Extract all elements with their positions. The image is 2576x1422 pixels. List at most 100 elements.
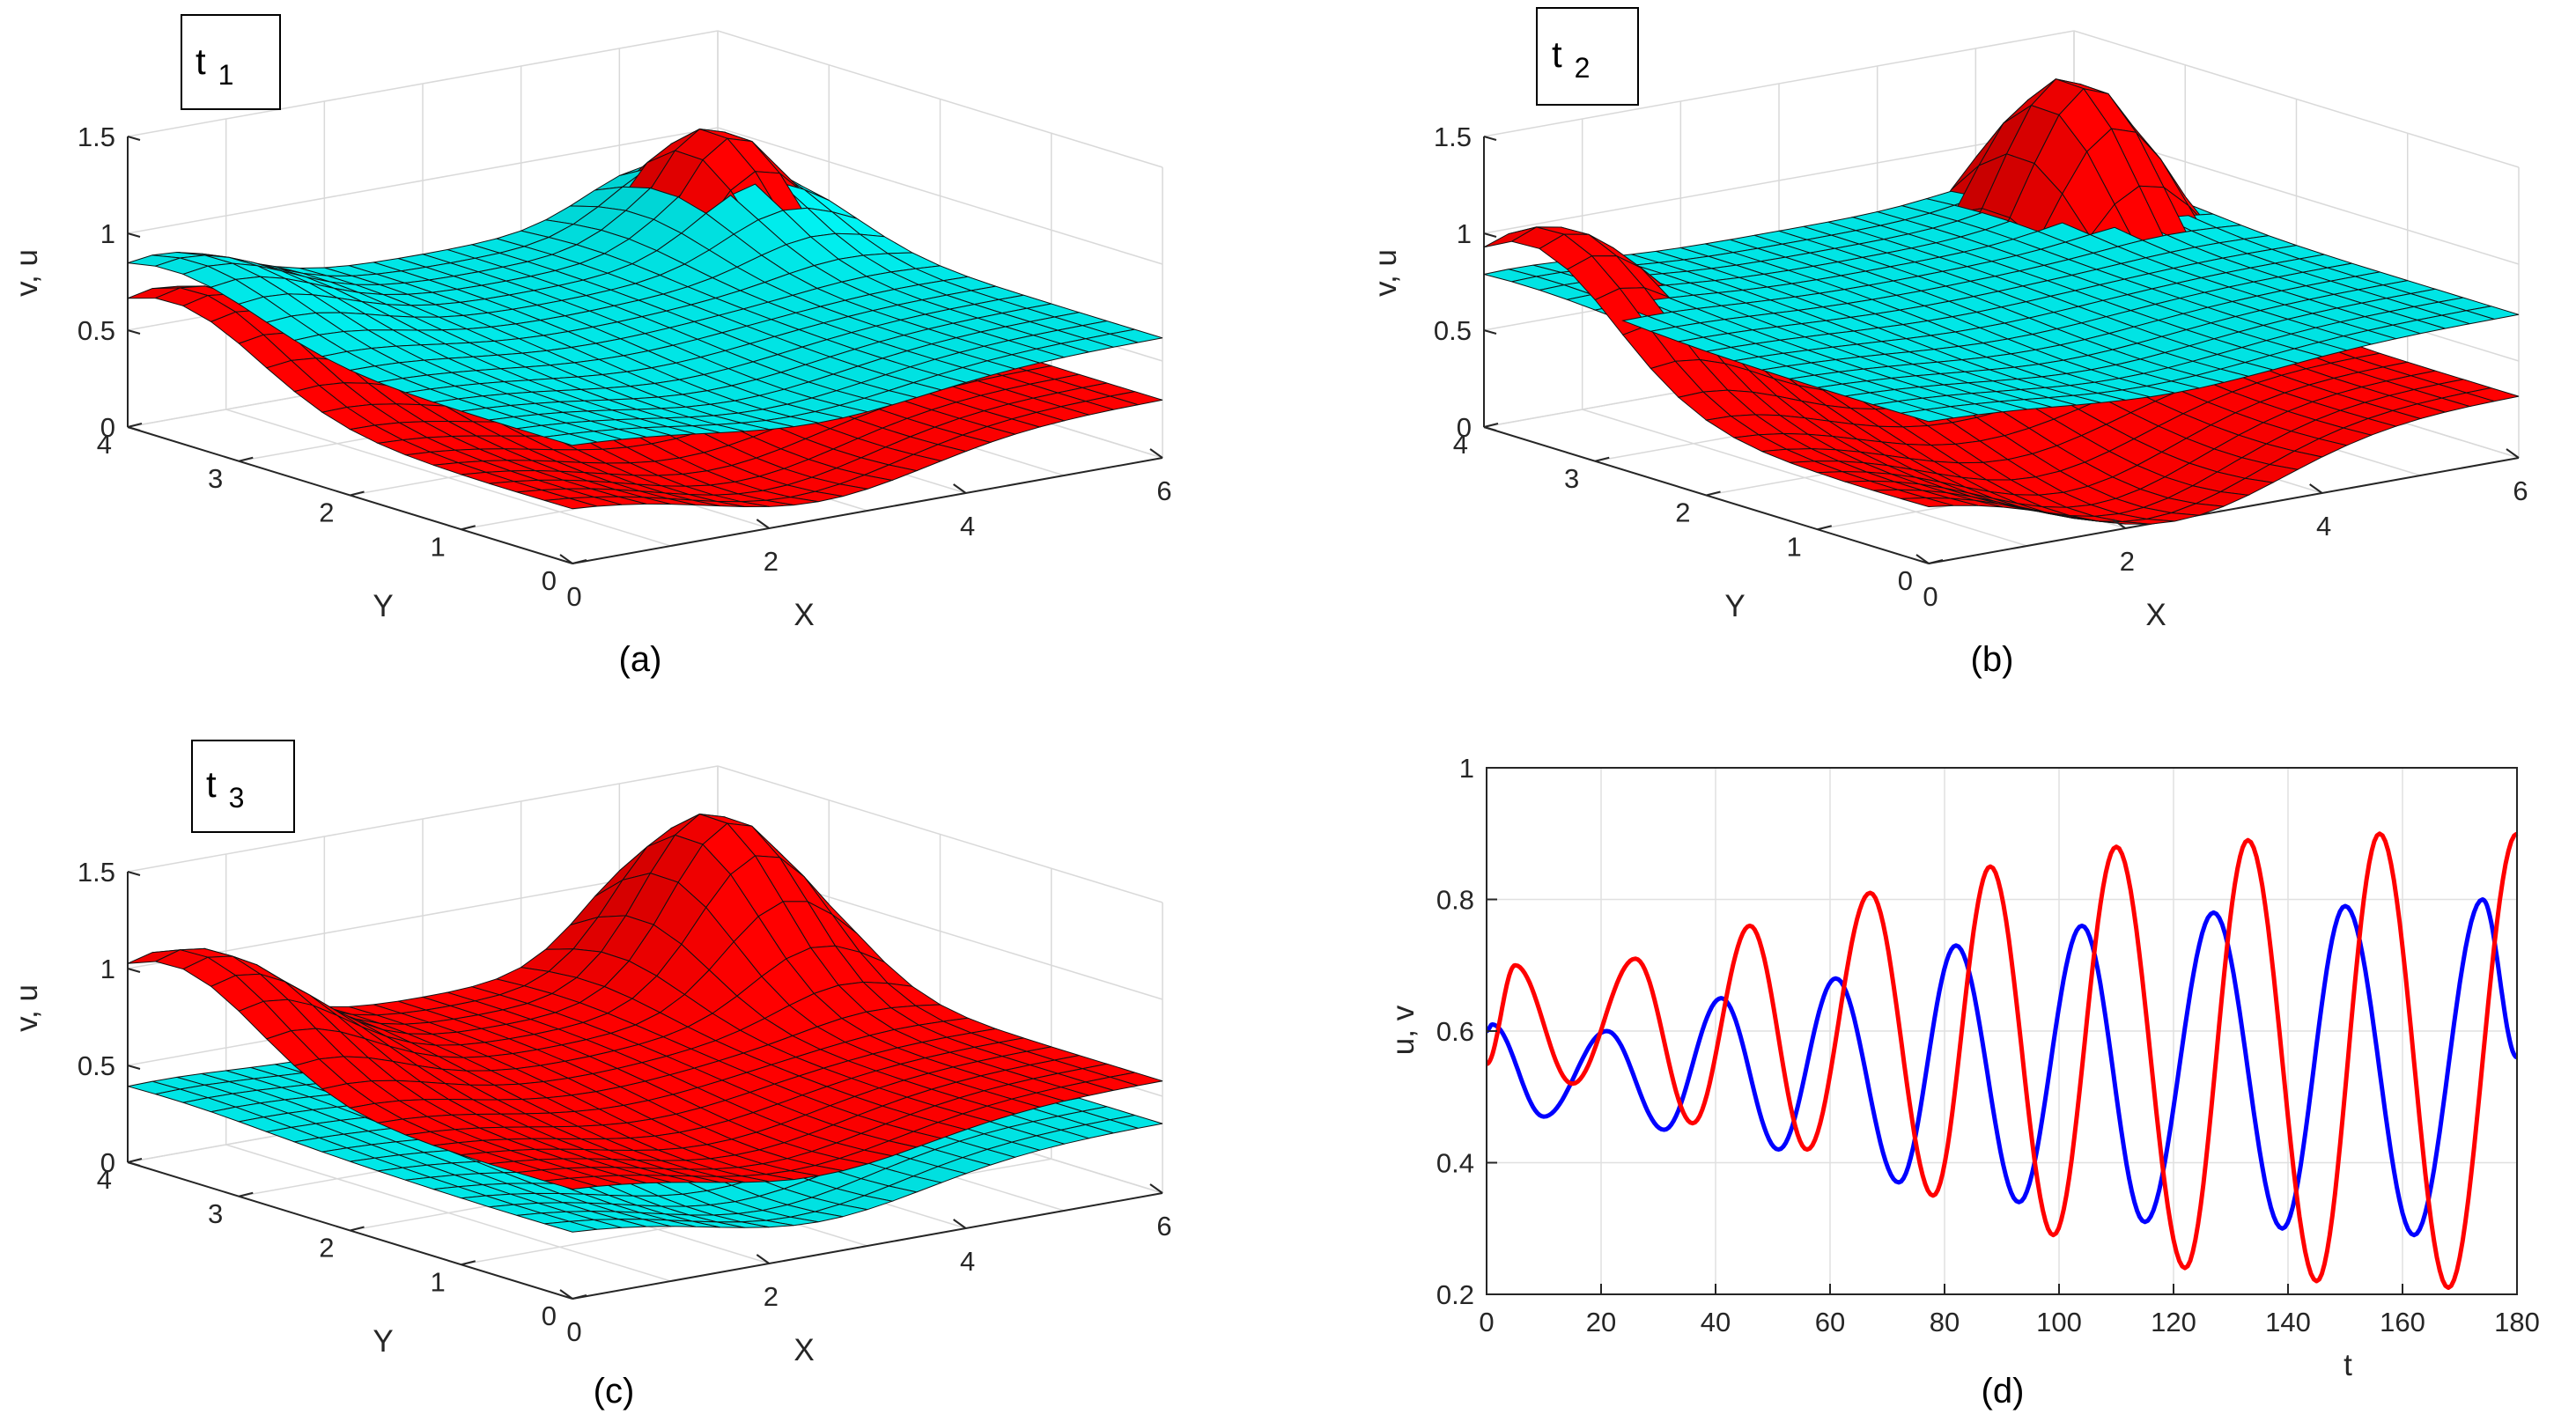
wall-grid-z — [127, 30, 719, 137]
wall2-grid-z — [717, 30, 1163, 168]
x-tick-label: 0 — [1923, 581, 1938, 612]
y-tick-mark — [572, 1294, 587, 1300]
y-tick-label: 0 — [542, 1300, 557, 1331]
y-tick-label: 2 — [319, 497, 334, 528]
y-tick-mark — [461, 525, 476, 531]
x-tick-label: 100 — [2036, 1307, 2082, 1337]
y-tick-mark — [350, 1226, 365, 1232]
z-tick-label: 1.5 — [78, 857, 115, 888]
z-tick-mark — [127, 1161, 141, 1167]
x-axis-line — [1928, 457, 2520, 564]
z-tick-mark — [127, 871, 141, 876]
wall2-grid-z — [717, 127, 1163, 265]
z-tick-mark — [1483, 136, 1497, 141]
y-tick-mark — [572, 559, 587, 564]
panel-b-zlabel: v, u — [1369, 249, 1403, 297]
y-tick-mark — [239, 1191, 254, 1197]
x-tick-label: 0 — [566, 1316, 581, 1347]
y-tick-label: 4 — [1453, 429, 1468, 460]
x-tick-mark — [1149, 448, 1163, 459]
x-tick-label: 120 — [2151, 1307, 2196, 1337]
wall2-grid-z — [717, 765, 1163, 903]
panel-a-surfaces — [127, 128, 1163, 510]
y-tick-label: 1 — [431, 531, 446, 562]
y-tick-label: 0 — [1898, 565, 1913, 596]
panel-a-xlabel: X — [793, 598, 814, 632]
surface-v-patch — [1901, 409, 1954, 423]
panel-a-time-sub: 1 — [218, 59, 234, 91]
y-tick-label: 1 — [1459, 753, 1474, 784]
x-tick-label: 0 — [566, 581, 581, 612]
series-red-line — [1485, 831, 2519, 1290]
z-tick-label: 0 — [100, 1147, 115, 1178]
y-tick-label: 3 — [208, 463, 223, 494]
surface-v-patch — [544, 1220, 598, 1233]
y-tick-label: 0.4 — [1436, 1148, 1474, 1179]
panel-b-ylabel: Y — [1724, 589, 1745, 623]
x-tick-label: 180 — [2494, 1307, 2540, 1337]
y-tick-label: 0.8 — [1436, 885, 1474, 916]
x-axis-line — [572, 457, 1163, 564]
z-tick-label: 1.5 — [78, 122, 115, 152]
x-tick-label: 4 — [960, 511, 975, 542]
y-tick-mark — [461, 1260, 476, 1266]
wall2-grid-z — [2073, 30, 2520, 168]
x-tick-label: 20 — [1586, 1307, 1616, 1337]
x-tick-label: 160 — [2380, 1307, 2425, 1337]
wall-grid-z — [1483, 30, 2075, 137]
panel-c-time-main: t — [206, 763, 217, 805]
x-axis-line — [572, 1192, 1163, 1300]
y-tick-mark — [1595, 456, 1610, 462]
y-tick-label: 3 — [1564, 463, 1579, 494]
x-tick-label: 4 — [2316, 511, 2331, 542]
panel-b-label: (b) — [1971, 640, 2014, 679]
panel-d-xlabel: t — [2343, 1348, 2352, 1382]
y-tick-mark — [1483, 423, 1499, 428]
x-tick-label: 80 — [1930, 1307, 1960, 1337]
y-tick-mark — [1817, 525, 1832, 531]
panel-b-surfaces — [1483, 78, 2520, 525]
y-tick-label: 1 — [1787, 531, 1802, 562]
surface-v-patch — [544, 433, 598, 446]
panel-a-ylabel: Y — [373, 589, 393, 623]
panel-c-time-sub: 3 — [229, 782, 245, 814]
x-tick-mark — [756, 1254, 770, 1264]
wall-grid-z — [1483, 127, 2075, 234]
panel-d-ylabel: u, v — [1386, 1005, 1421, 1055]
z-tick-label: 1 — [100, 954, 115, 984]
z-tick-label: 0.5 — [78, 1050, 115, 1081]
x-tick-label: 0 — [1479, 1307, 1494, 1337]
y-tick-mark — [1928, 559, 1944, 564]
panel-c-ylabel: Y — [373, 1324, 393, 1359]
z-tick-label: 1.5 — [1434, 122, 1472, 152]
surface-u-patch — [1901, 497, 1954, 508]
panel-b-time-box — [1536, 7, 1639, 106]
panel-a-label: (a) — [619, 640, 662, 679]
y-tick-label: 2 — [1675, 497, 1690, 528]
y-tick-label: 1 — [431, 1266, 446, 1297]
wall-grid-z — [127, 127, 719, 234]
panel-b-time-main: t — [1552, 33, 1562, 75]
panel-c-zlabel: v, u — [10, 984, 44, 1032]
x-tick-mark — [1149, 1183, 1163, 1194]
x-tick-label: 2 — [2120, 546, 2135, 577]
z-tick-mark — [1483, 426, 1497, 431]
panel-a-zlabel: v, u — [10, 249, 44, 297]
panel-b-time-sub: 2 — [1575, 52, 1591, 84]
wall-grid-z — [127, 765, 719, 873]
y-tick-mark — [127, 423, 143, 428]
y-tick-mark — [127, 1158, 143, 1163]
x-tick-label: 2 — [764, 546, 779, 577]
y-tick-label: 0 — [542, 565, 557, 596]
x-tick-label: 6 — [1156, 1211, 1171, 1241]
z-tick-label: 1 — [1457, 218, 1472, 249]
panel-c-time-box — [191, 740, 295, 833]
x-tick-mark — [559, 1289, 573, 1300]
panel-a-time-main: t — [196, 41, 206, 82]
x-tick-label: 2 — [764, 1281, 779, 1312]
series-blue-line — [1484, 897, 2519, 1238]
